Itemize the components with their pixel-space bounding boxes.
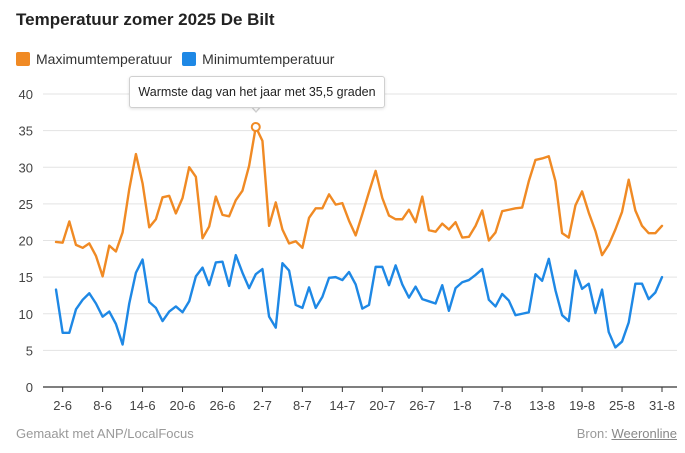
- legend-item-max[interactable]: Maximumtemperatuur: [16, 51, 172, 67]
- y-axis: 0 5 10 15 20 25 30 35 40: [19, 87, 33, 395]
- x-tick-label: 20-6: [170, 398, 196, 413]
- grid: [43, 93, 677, 388]
- x-tick-label: 26-7: [409, 398, 435, 413]
- x-tick-label: 31-8: [649, 398, 675, 413]
- y-tick-label: 0: [26, 380, 33, 395]
- x-tick-label: 19-8: [569, 398, 595, 413]
- annotation-tooltip: Warmste dag van het jaar met 35,5 graden: [129, 76, 385, 108]
- legend-swatch-min: [182, 52, 197, 66]
- y-tick-label: 15: [19, 270, 33, 285]
- legend-label-max: Maximumtemperatuur: [36, 51, 173, 67]
- annotation-arrow-inner: [251, 105, 261, 111]
- x-axis: 2-6 8-6 14-6 20-6 26-6 2-7 8-7 14-7 20-7 26-7 1-8 7…: [53, 387, 675, 413]
- x-tick-label: 26-6: [209, 398, 235, 413]
- x-tick-label: 2-7: [253, 398, 272, 413]
- series-line-max[interactable]: [54, 125, 664, 278]
- y-tick-label: 30: [19, 160, 33, 175]
- y-tick-label: 35: [19, 124, 33, 139]
- chart-title: Temperatuur zomer 2025 De Bilt: [16, 10, 275, 29]
- x-tick-label: 7-8: [493, 398, 512, 413]
- legend-item-min[interactable]: Minimumtemperatuur: [182, 51, 334, 67]
- x-tick-label: 8-7: [293, 398, 312, 413]
- y-tick-label: 5: [26, 343, 33, 358]
- annotation-marker: [250, 121, 261, 132]
- series-lines: [54, 125, 664, 349]
- x-tick-label: 25-8: [609, 398, 635, 413]
- y-tick-label: 10: [19, 307, 33, 322]
- x-tick-label: 13-8: [529, 398, 555, 413]
- footer-source: Bron: Weeronline: [577, 426, 677, 441]
- source-prefix: Bron:: [576, 426, 608, 441]
- x-tick-label: 14-6: [130, 398, 156, 413]
- x-tick-label: 1-8: [453, 398, 472, 413]
- y-tick-label: 20: [19, 234, 33, 249]
- x-tick-label: 14-7: [329, 398, 355, 413]
- legend: Maximumtemperatuur Minimumtemperatuur: [16, 51, 344, 67]
- x-tick-label: 8-6: [93, 398, 112, 413]
- x-tick-label: 2-6: [53, 398, 72, 413]
- source-link[interactable]: Weeronline: [611, 426, 677, 441]
- legend-label-min: Minimumtemperatuur: [202, 51, 335, 67]
- annotation-point[interactable]: [250, 121, 261, 132]
- y-tick-label: 25: [19, 197, 33, 212]
- x-tick-label: 20-7: [369, 398, 395, 413]
- footer-credit: Gemaakt met ANP/LocalFocus: [16, 426, 194, 441]
- legend-swatch-max: [16, 52, 30, 66]
- series-line-min[interactable]: [54, 253, 664, 349]
- y-tick-label: 40: [19, 87, 33, 102]
